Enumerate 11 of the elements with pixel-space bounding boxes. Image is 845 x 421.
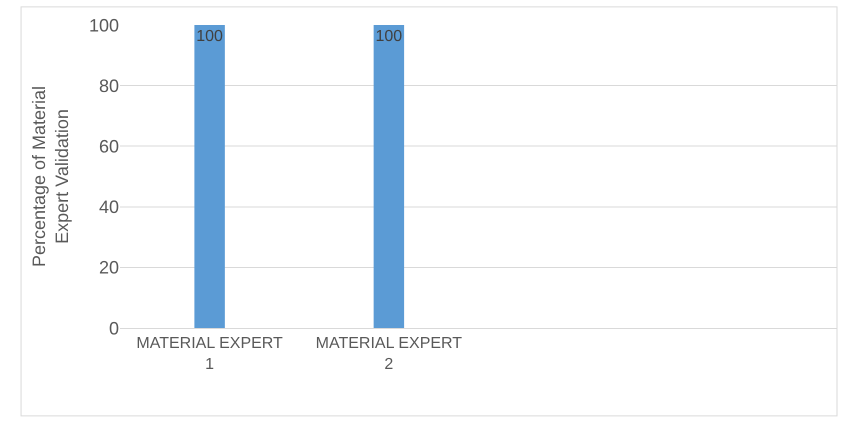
y-axis-title: Percentage of Material Expert Validation (28, 86, 72, 268)
y-tick-label: 20 (98, 258, 119, 278)
y-tick-label: 60 (98, 136, 119, 156)
x-tick-label: MATERIAL EXPERT 2 (316, 335, 462, 373)
data-label: 100 (196, 28, 224, 45)
data-label: 100 (375, 28, 402, 45)
y-tick-label: 0 (108, 318, 119, 338)
y-tick-label: 40 (98, 197, 119, 218)
y-tick-label: 80 (98, 76, 119, 96)
y-tick-label: 100 (88, 15, 119, 36)
x-tick-label: MATERIAL EXPERT 1 (136, 335, 284, 373)
